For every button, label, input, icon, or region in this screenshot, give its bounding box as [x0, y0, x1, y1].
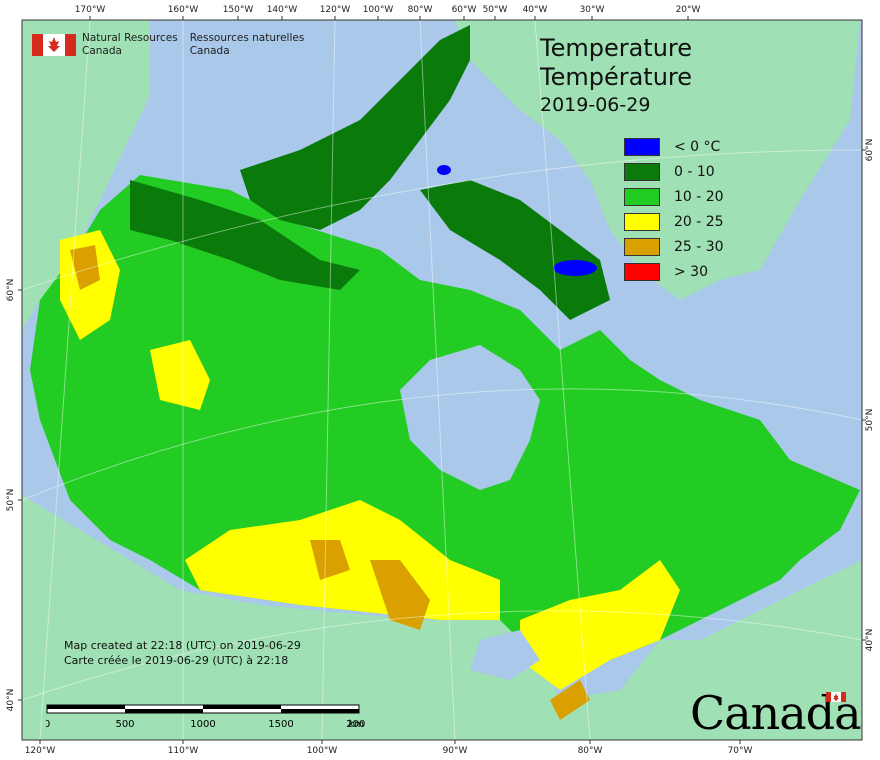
ontario-quebec-20-25	[520, 560, 680, 690]
axis-tick-label: 40°W	[523, 5, 548, 15]
manitoba-25-30	[370, 560, 430, 630]
ice-patch-ellesmere	[437, 165, 451, 175]
canada-flag-icon	[32, 34, 76, 56]
axis-tick-label: 60°N	[865, 139, 875, 162]
creation-note-fr: Carte créée le 2019-06-29 (UTC) à 22:18	[64, 654, 289, 667]
scale-tick-label: 500	[115, 719, 134, 730]
legend-swatch	[624, 212, 660, 231]
legend-item: 20 - 25	[624, 209, 724, 234]
legend-item: 0 - 10	[624, 159, 724, 184]
axis-tick-label: 120°W	[25, 746, 56, 756]
axis-tick-label: 120°W	[320, 5, 351, 15]
great-lakes	[470, 630, 540, 680]
axis-tick-label: 50°N	[6, 489, 16, 512]
axis-tick-label: 110°W	[168, 746, 199, 756]
hudson-bay	[400, 345, 540, 490]
legend-label: 20 - 25	[674, 213, 724, 230]
alberta-north-20-25	[150, 340, 210, 410]
axis-tick-label: 60°W	[452, 5, 477, 15]
legend-label: < 0 °C	[674, 138, 721, 155]
axis-top: 170°W 160°W 150°W 140°W 120°W 100°W 80°W 60°W 50…	[75, 5, 701, 20]
bc-25-30	[70, 245, 100, 290]
scale-tick-label: 1000	[190, 719, 215, 730]
baffin-island-0-10	[420, 180, 610, 320]
legend-swatch	[624, 137, 660, 156]
axis-tick-label: 170°W	[75, 5, 106, 15]
axis-tick-label: 80°W	[578, 746, 603, 756]
southern-ontario-25-30	[550, 680, 590, 720]
legend-swatch	[624, 237, 660, 256]
axis-tick-label: 50°N	[865, 409, 875, 432]
north-coast-0-10	[130, 180, 360, 290]
map-title: Temperature Température 2019-06-29	[540, 34, 692, 118]
axis-tick-label: 100°W	[307, 746, 338, 756]
legend-item: 10 - 20	[624, 184, 724, 209]
legend-item: > 30	[624, 259, 724, 284]
map-border	[21, 19, 863, 741]
map-date: 2019-06-29	[540, 94, 651, 116]
axis-tick-label: 40°N	[865, 629, 875, 652]
creation-note: Map created at 22:18 (UTC) on 2019-06-29…	[64, 638, 301, 668]
scale-bar: 0 500 1000 1500 2000km	[46, 704, 366, 730]
greenland-land	[455, 20, 860, 300]
axis-tick-label: 150°W	[223, 5, 254, 15]
legend: < 0 °C 0 - 10 10 - 20 20 - 25 25 - 30 > 30	[624, 134, 724, 284]
legend-swatch	[624, 262, 660, 281]
axis-tick-label: 40°N	[6, 689, 16, 712]
legend-label: 10 - 20	[674, 188, 724, 205]
axis-tick-label: 80°W	[408, 5, 433, 15]
legend-item: < 0 °C	[624, 134, 724, 159]
saskatchewan-25-30	[310, 540, 350, 580]
agency-signature: Natural Resources Canada Ressources natu…	[32, 32, 304, 58]
axis-tick-label: 50°W	[483, 5, 508, 15]
axis-tick-label: 140°W	[267, 5, 298, 15]
graticule	[21, 19, 863, 741]
creation-note-en: Map created at 22:18 (UTC) on 2019-06-29	[64, 639, 301, 652]
arctic-islands-0-10	[240, 25, 470, 230]
legend-swatch	[624, 187, 660, 206]
usa-land	[22, 495, 862, 740]
legend-label: 0 - 10	[674, 163, 715, 180]
legend-label: 25 - 30	[674, 238, 724, 255]
agency-name-en: Natural Resources Canada	[82, 32, 178, 57]
axis-tick-label: 30°W	[580, 5, 605, 15]
wordmark-flag-icon	[826, 692, 846, 702]
legend-item: 25 - 30	[624, 234, 724, 259]
axis-left: 60°N 50°N 40°N	[6, 279, 22, 712]
legend-swatch	[624, 162, 660, 181]
axis-tick-label: 160°W	[168, 5, 199, 15]
scale-tick-label: 0	[46, 719, 50, 730]
axis-tick-label: 20°W	[676, 5, 701, 15]
axis-tick-label: 100°W	[363, 5, 394, 15]
alaska-land	[22, 20, 150, 330]
scale-tick-label: 1500	[268, 719, 293, 730]
legend-label: > 30	[674, 263, 708, 280]
title-en: Temperature	[540, 34, 693, 62]
scale-tick-label: 2000	[346, 719, 366, 730]
axis-tick-label: 90°W	[443, 746, 468, 756]
ice-patch-baffin	[553, 260, 597, 276]
axis-tick-label: 70°W	[728, 746, 753, 756]
scale-unit: km	[348, 719, 364, 730]
axis-right: 60°N 50°N 40°N	[862, 139, 875, 652]
axis-tick-label: 60°N	[6, 279, 16, 302]
title-fr: Température	[540, 63, 693, 91]
axis-bottom: 120°W 110°W 100°W 90°W 80°W 70°W	[25, 740, 753, 756]
agency-name-fr: Ressources naturelles Canada	[189, 32, 305, 57]
